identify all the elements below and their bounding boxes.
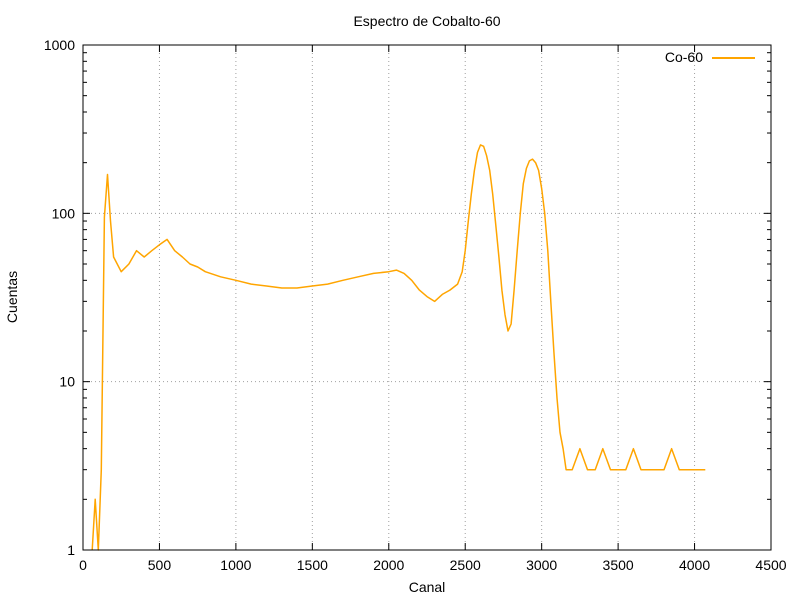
x-tick-label: 4000 bbox=[679, 557, 710, 573]
x-tick-label: 3500 bbox=[603, 557, 634, 573]
x-tick-label: 2500 bbox=[450, 557, 481, 573]
x-tick-label: 2000 bbox=[373, 557, 404, 573]
plot-frame bbox=[82, 44, 772, 551]
y-axis-label: Cuentas bbox=[4, 271, 20, 323]
x-tick-label: 500 bbox=[148, 557, 172, 573]
y-tick-label: 100 bbox=[52, 205, 76, 221]
y-tick-label: 1000 bbox=[44, 37, 75, 53]
x-tick-label: 0 bbox=[79, 557, 87, 573]
legend: Co-60 bbox=[665, 49, 755, 65]
x-tick-label: 3000 bbox=[526, 557, 557, 573]
grid bbox=[83, 45, 771, 550]
x-tick-label: 1000 bbox=[220, 557, 251, 573]
y-tick-label: 10 bbox=[59, 374, 75, 390]
axis-ticks bbox=[82, 44, 772, 551]
tick-labels: 0 500 1000 1500 2000 2500 3000 3500 4000 4500 1 10 1… bbox=[44, 37, 787, 573]
x-axis-label: Canal bbox=[409, 579, 446, 595]
series-line-co-60 bbox=[91, 144, 706, 551]
x-tick-label: 1500 bbox=[297, 557, 328, 573]
y-tick-label: 1 bbox=[67, 542, 75, 558]
series-layer bbox=[91, 144, 706, 551]
x-tick-label: 4500 bbox=[755, 557, 786, 573]
legend-label-co-60: Co-60 bbox=[665, 49, 703, 65]
chart-title: Espectro de Cobalto-60 bbox=[353, 13, 500, 29]
